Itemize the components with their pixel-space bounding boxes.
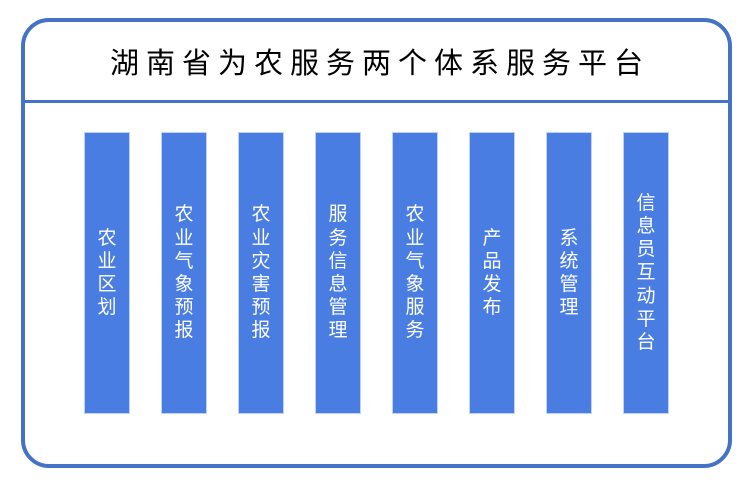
- module-bar-product-release: 产 品 发 布: [469, 132, 515, 414]
- modules-area: 农 业 区 划 农 业 气 象 预 报 农 业 灾 害 预 报 服 务 信 息 …: [25, 103, 728, 464]
- module-label: 农 业 气 象 预 报: [174, 203, 194, 342]
- module-bar-agro-disaster-forecast: 农 业 灾 害 预 报: [238, 132, 284, 414]
- module-bar-system-management: 系 统 管 理: [546, 132, 592, 414]
- module-bar-agricultural-zoning: 农 业 区 划: [84, 132, 130, 414]
- module-label: 系 统 管 理: [559, 226, 579, 319]
- module-label: 农 业 气 象 服 务: [405, 203, 425, 342]
- module-label: 农 业 区 划: [97, 226, 117, 319]
- module-bar-service-info-management: 服 务 信 息 管 理: [315, 132, 361, 414]
- page-title: 湖南省为农服务两个体系服务平台: [109, 46, 650, 80]
- platform-frame: 湖南省为农服务两个体系服务平台 农 业 区 划 农 业 气 象 预 报 农 业 …: [21, 18, 732, 468]
- module-label: 农 业 灾 害 预 报: [251, 203, 271, 342]
- module-bar-agro-weather-forecast: 农 业 气 象 预 报: [161, 132, 207, 414]
- title-bar: 湖南省为农服务两个体系服务平台: [25, 22, 728, 103]
- module-label: 信 息 员 互 动 平 台: [636, 191, 656, 353]
- module-bar-informant-interaction-platform: 信 息 员 互 动 平 台: [623, 132, 669, 414]
- module-label: 产 品 发 布: [482, 226, 502, 319]
- module-bar-agro-weather-service: 农 业 气 象 服 务: [392, 132, 438, 414]
- module-label: 服 务 信 息 管 理: [328, 203, 348, 342]
